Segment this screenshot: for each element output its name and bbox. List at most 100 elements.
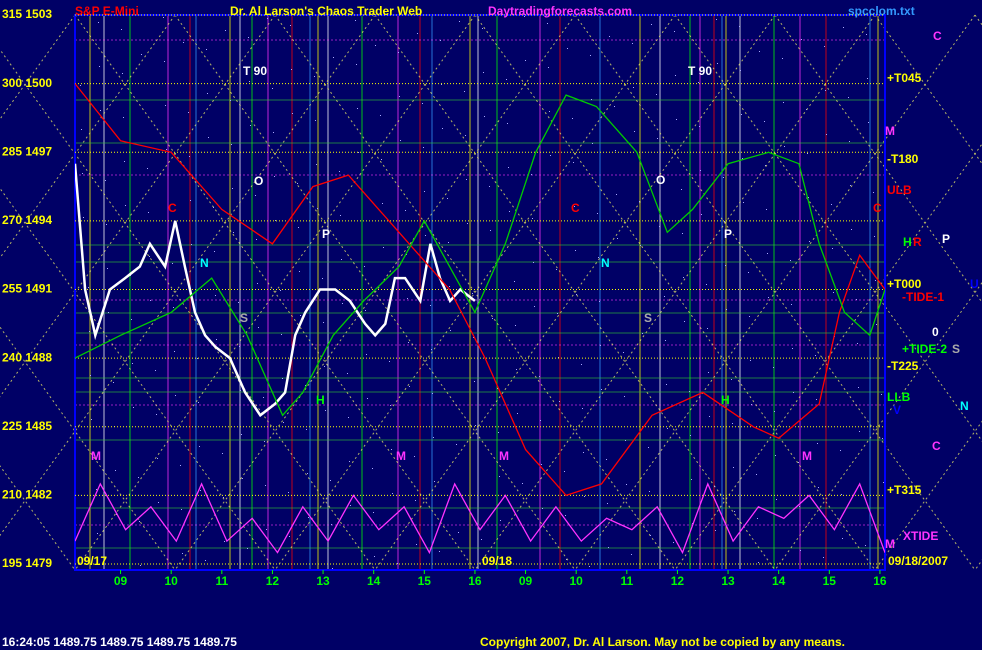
star-dot xyxy=(793,392,794,393)
star-dot xyxy=(158,502,159,503)
star-dot xyxy=(783,102,784,103)
star-dot xyxy=(350,505,351,506)
star-dot xyxy=(389,361,390,362)
star-dot xyxy=(264,441,265,442)
star-dot xyxy=(583,452,584,453)
star-dot xyxy=(165,105,166,106)
star-dot xyxy=(224,541,225,542)
star-dot xyxy=(398,52,399,53)
star-dot xyxy=(332,568,333,569)
star-dot xyxy=(180,465,181,466)
annotation: R xyxy=(913,235,922,249)
star-dot xyxy=(181,509,182,510)
star-dot xyxy=(840,450,841,451)
star-dot xyxy=(656,94,657,95)
star-dot xyxy=(500,520,501,521)
copyright: Copyright 2007, Dr. Al Larson. May not b… xyxy=(480,635,845,649)
star-dot xyxy=(197,358,198,359)
star-dot xyxy=(775,455,776,456)
star-dot xyxy=(640,245,641,246)
star-dot xyxy=(447,198,448,199)
star-dot xyxy=(174,351,175,352)
star-dot xyxy=(692,523,693,524)
annotation: M xyxy=(91,449,101,463)
star-dot xyxy=(665,340,666,341)
star-dot xyxy=(792,348,793,349)
star-dot xyxy=(183,42,184,43)
star-dot xyxy=(690,435,691,436)
star-dot xyxy=(465,135,466,136)
star-dot xyxy=(715,530,716,531)
star-dot xyxy=(150,300,151,301)
annotation: P xyxy=(724,227,732,241)
star-dot xyxy=(484,116,485,117)
star-dot xyxy=(392,493,393,494)
star-dot xyxy=(265,485,266,486)
star-dot xyxy=(648,447,649,448)
annotation: 0 xyxy=(932,325,939,339)
star-dot xyxy=(699,126,700,127)
star-dot xyxy=(651,24,652,25)
star-dot xyxy=(399,96,400,97)
star-dot xyxy=(681,189,682,190)
star-dot xyxy=(291,69,292,70)
diagonal xyxy=(574,14,976,571)
star-dot xyxy=(766,209,767,210)
star-dot xyxy=(823,557,824,558)
star-dot xyxy=(130,275,131,276)
site-name: Daytradingforecasts.com xyxy=(488,4,632,18)
star-dot xyxy=(272,88,273,89)
star-dot xyxy=(208,137,209,138)
star-dot xyxy=(516,369,517,370)
star-dot xyxy=(865,545,866,546)
annotation: P xyxy=(942,232,950,246)
y-tick-label: 225 1485 xyxy=(2,419,52,433)
star-dot xyxy=(324,366,325,367)
star-dot xyxy=(225,30,226,31)
star-dot xyxy=(238,302,239,303)
star-dot xyxy=(624,396,625,397)
star-dot xyxy=(172,263,173,264)
star-dot xyxy=(706,284,707,285)
star-dot xyxy=(572,118,573,119)
diagonal xyxy=(474,14,876,571)
star-dot xyxy=(584,496,585,497)
y-tick-label: 210 1482 xyxy=(2,488,52,502)
star-dot xyxy=(365,310,366,311)
star-dot xyxy=(607,503,608,504)
star-dot xyxy=(609,36,610,37)
star-dot xyxy=(798,462,799,463)
star-dot xyxy=(257,283,258,284)
star-dot xyxy=(615,150,616,151)
star-dot xyxy=(809,241,810,242)
annotation: H xyxy=(316,393,325,407)
star-dot xyxy=(664,296,665,297)
star-dot xyxy=(674,31,675,32)
star-dot xyxy=(155,370,156,371)
diagonal xyxy=(774,281,982,571)
diagonal xyxy=(174,14,576,571)
x-tick-label: 09 xyxy=(114,574,128,588)
star-dot xyxy=(748,272,749,273)
star-dot xyxy=(415,500,416,501)
star-dot xyxy=(131,319,132,320)
star-dot xyxy=(482,28,483,29)
chart-title: Dr. Al Larson's Chaos Trader Web xyxy=(230,4,422,18)
star-dot xyxy=(147,168,148,169)
star-dot xyxy=(173,307,174,308)
y-tick-label: 315 1503 xyxy=(2,7,52,21)
star-dot xyxy=(274,176,275,177)
star-dot xyxy=(215,295,216,296)
star-dot xyxy=(868,122,869,123)
star-dot xyxy=(673,542,674,543)
star-dot xyxy=(466,179,467,180)
annotation: C xyxy=(932,439,941,453)
star-dot xyxy=(91,419,92,420)
star-dot xyxy=(739,26,740,27)
star-dot xyxy=(650,535,651,536)
annotation: N xyxy=(601,256,610,270)
star-dot xyxy=(591,99,592,100)
star-dot xyxy=(106,224,107,225)
star-dot xyxy=(773,367,774,368)
star-dot xyxy=(139,521,140,522)
